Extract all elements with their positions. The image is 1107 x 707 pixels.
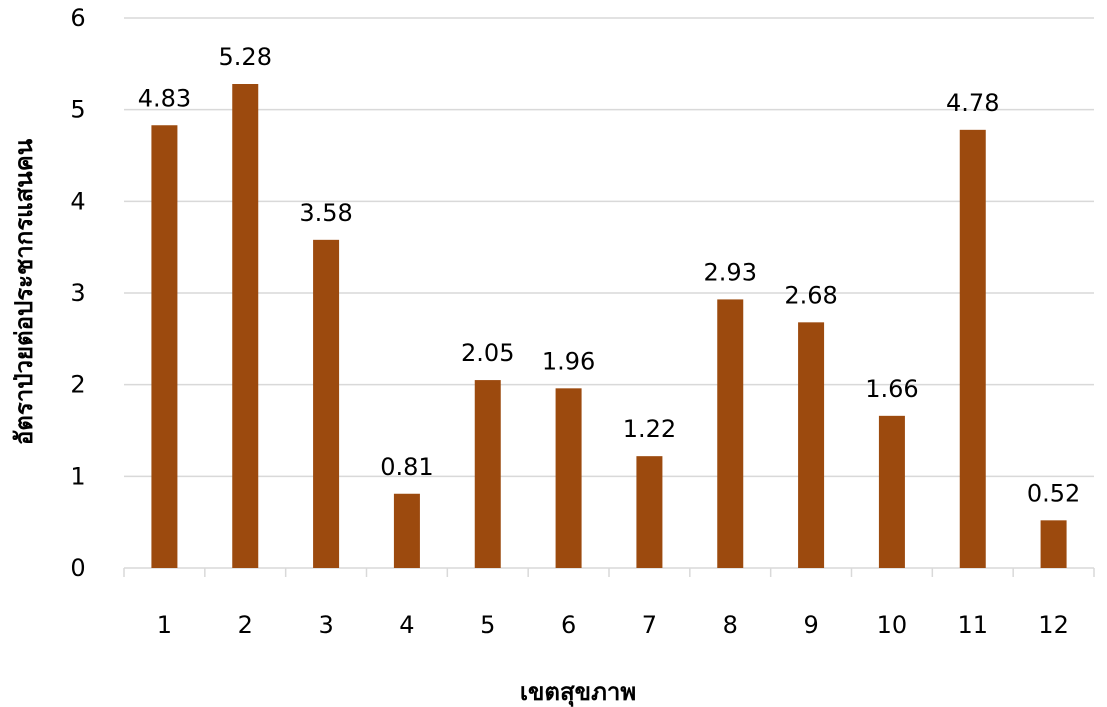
data-label: 2.93	[704, 258, 757, 286]
data-label: 0.52	[1027, 479, 1080, 507]
bar	[313, 239, 340, 569]
data-label: 1.22	[623, 415, 676, 443]
gridlines	[124, 17, 1094, 478]
y-tick-label: 2	[70, 371, 85, 399]
bar	[393, 493, 420, 568]
bar	[232, 84, 259, 568]
x-tick-label: 1	[157, 611, 172, 639]
data-label: 2.05	[461, 339, 514, 367]
x-tick-label: 10	[877, 611, 908, 639]
y-tick-label: 5	[70, 96, 85, 124]
x-tick-label: 9	[803, 611, 818, 639]
x-axis	[123, 567, 1095, 577]
data-labels: 4.83 5.28 3.58 0.81 2.05 1.96 1.22 2.93 2.68 1.66…	[138, 43, 1081, 507]
x-tick-label: 11	[957, 611, 988, 639]
y-tick-label: 3	[70, 279, 85, 307]
x-tick-label: 4	[399, 611, 414, 639]
bar	[474, 380, 501, 568]
y-axis-title: อัตราป่วยต่อประชากรแสนคน	[10, 138, 38, 445]
data-label: 5.28	[219, 43, 272, 71]
data-label: 1.66	[865, 375, 918, 403]
x-axis-tick-labels: 1 2 3 4 5 6 7 8 9 10 11 12	[157, 611, 1069, 639]
x-tick-label: 2	[238, 611, 253, 639]
bar	[959, 129, 986, 569]
data-label: 1.96	[542, 347, 595, 375]
x-tick-label: 3	[318, 611, 333, 639]
x-tick-label: 7	[642, 611, 657, 639]
x-tick-label: 8	[723, 611, 738, 639]
data-label: 4.83	[138, 84, 191, 112]
y-tick-label: 0	[70, 554, 85, 582]
bar	[1040, 520, 1067, 568]
x-axis-title: เขตสุขภาพ	[520, 678, 636, 707]
x-tick-label: 6	[561, 611, 576, 639]
bar	[555, 388, 582, 568]
y-tick-label: 4	[70, 187, 85, 215]
bar	[798, 322, 825, 568]
x-tick-label: 12	[1038, 611, 1069, 639]
bar	[636, 456, 663, 568]
bar	[717, 299, 744, 568]
bar	[878, 415, 905, 568]
data-label: 4.78	[946, 89, 999, 117]
bars	[151, 84, 1067, 569]
y-tick-label: 6	[70, 4, 85, 32]
data-label: 2.68	[784, 281, 837, 309]
bar	[151, 125, 178, 568]
data-label: 0.81	[380, 453, 433, 481]
x-tick-label: 5	[480, 611, 495, 639]
data-label: 3.58	[299, 199, 352, 227]
y-axis-tick-labels: 0 1 2 3 4 5 6	[70, 4, 85, 582]
y-tick-label: 1	[70, 462, 85, 490]
